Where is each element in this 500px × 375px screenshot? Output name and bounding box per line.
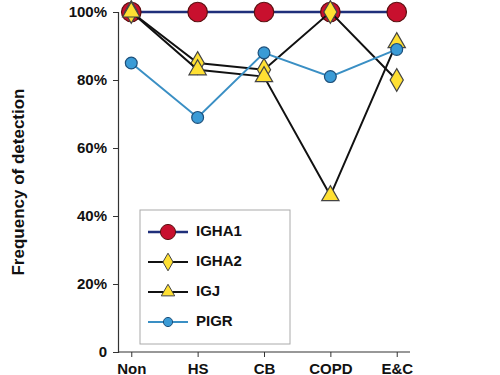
y-tick-mark [113,12,118,13]
plot-area [122,1,407,201]
y-axis: 0 20% 40% 60% 80% 100% [69,3,119,360]
data-point [391,43,403,55]
y-axis-line [113,13,119,353]
series-0 [122,2,407,22]
x-tick-mark [330,352,331,357]
y-tick: 100% [69,3,118,20]
data-point [188,2,208,22]
legend-entry: IGHA2 [148,252,242,271]
x-tick: HS [188,352,209,375]
x-tick-mark [397,352,398,357]
data-point [189,60,206,75]
series-1 [125,1,404,92]
x-tick: COPD [309,352,353,375]
data-point [387,2,407,22]
x-tick: CB [254,352,276,375]
x-tick: E&C [381,352,413,375]
legend-label: IGHA1 [196,222,242,239]
x-tick: Non [117,352,146,375]
legend-marker [163,253,173,271]
x-tick-label: CB [254,360,276,375]
data-point [123,2,140,17]
series-line [131,49,396,117]
data-point [255,67,272,82]
legend-entry: IGHA1 [148,222,242,240]
data-point [192,111,204,123]
legend-marker [160,224,175,239]
y-tick-mark [113,148,118,149]
series-line [131,12,396,196]
y-tick-label: 80% [77,71,107,88]
legend: IGHA1 IGHA2 IGJ PIGR [140,210,290,344]
data-point [390,69,403,92]
y-axis-title: Frequency of detection [9,88,28,275]
series-3 [125,43,402,123]
data-point [322,186,339,201]
data-point [258,47,270,59]
data-point [324,1,337,24]
y-tick: 0 [99,343,118,360]
x-tick-label: HS [188,360,209,375]
legend-label: PIGR [196,312,233,329]
y-tick-label: 40% [77,207,107,224]
chart: 0 20% 40% 60% 80% 100% Non HS CB COPD E&C Frequency… [0,0,500,375]
y-tick-label: 0 [99,343,107,360]
y-tick: 40% [77,207,118,224]
legend-box [140,210,290,344]
y-tick-mark [113,216,118,217]
legend-entry: IGJ [148,282,220,299]
legend-label: IGJ [196,282,220,299]
x-tick-mark [131,352,132,357]
y-tick-label: 100% [69,3,107,20]
y-tick: 60% [77,139,118,156]
x-tick-label: E&C [381,360,413,375]
legend-entry: PIGR [148,312,233,329]
y-tick: 20% [77,275,118,292]
data-point [254,2,274,22]
y-tick-mark [113,284,118,285]
series-2 [123,2,406,201]
x-tick-mark [198,352,199,357]
data-point [324,71,336,83]
y-tick-mark [113,80,118,81]
legend-label: IGHA2 [196,252,242,269]
y-tick-label: 60% [77,139,107,156]
data-point [125,57,137,69]
y-tick-label: 20% [77,275,107,292]
y-tick-mark [113,352,118,353]
y-tick: 80% [77,71,118,88]
legend-marker [161,284,174,296]
x-axis: Non HS CB COPD E&C [117,352,413,375]
x-tick-label: COPD [309,360,353,375]
legend-marker [163,317,172,326]
x-tick-label: Non [117,360,146,375]
x-tick-mark [264,352,265,357]
